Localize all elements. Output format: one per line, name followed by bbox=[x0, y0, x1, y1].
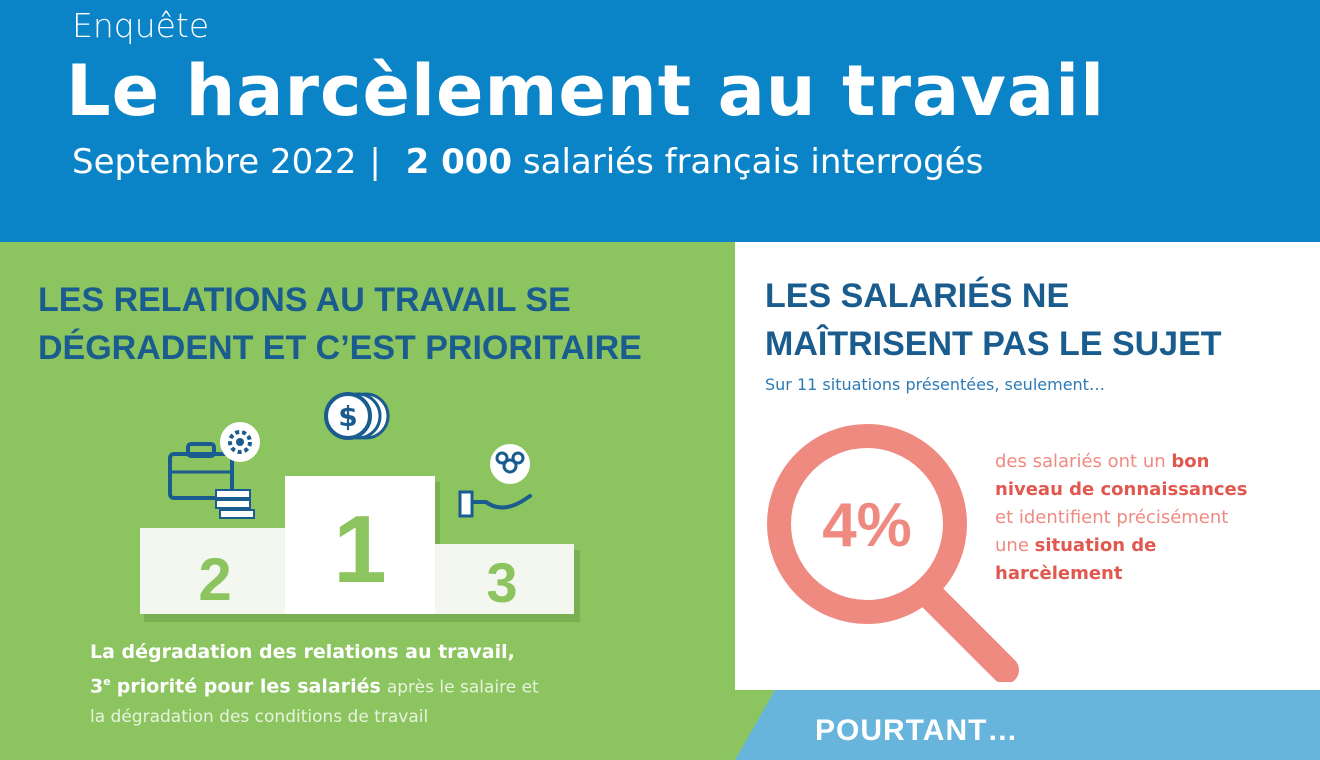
survey-date: Septembre 2022 bbox=[72, 142, 357, 182]
podium-number-2: 2 bbox=[198, 546, 231, 613]
relations-caption: La dégradation des relations au travail,… bbox=[90, 637, 690, 732]
podium-number-3: 3 bbox=[486, 551, 517, 614]
podium-block-1 bbox=[285, 476, 435, 614]
stat-description: des salariés ont un bon niveau de connai… bbox=[995, 448, 1305, 588]
stat-bold-1: bon bbox=[1171, 451, 1210, 472]
page-title: Le harcèlement au travail bbox=[66, 50, 1106, 132]
relations-heading: LES RELATIONS AU TRAVAIL SE DÉGRADENT ET… bbox=[38, 276, 718, 372]
svg-text:$: $ bbox=[338, 400, 357, 433]
caption-after: après le salaire et bbox=[386, 677, 539, 698]
stat-bold-2: niveau de connaissances bbox=[995, 479, 1248, 500]
podium-block-3 bbox=[430, 544, 574, 614]
knowledge-heading-line2: MAÎTRISENT PAS LE SUJET bbox=[765, 325, 1222, 363]
relations-heading-line1: LES RELATIONS AU TRAVAIL SE bbox=[38, 281, 571, 319]
subtitle-separator: | bbox=[369, 142, 381, 182]
respondent-description: salariés français interrogés bbox=[522, 142, 984, 182]
survey-subtitle: Septembre 2022 | 2 000 salariés français… bbox=[72, 142, 983, 182]
podium-number-1: 1 bbox=[333, 496, 386, 603]
relations-heading-line2: DÉGRADENT ET C’EST PRIORITAIRE bbox=[38, 329, 642, 367]
caption-rank-suffix: e bbox=[103, 675, 111, 688]
priority-podium: 2 1 3 $ bbox=[140, 392, 580, 622]
caption-line2: 3e priorité pour les salariés après le s… bbox=[90, 667, 690, 702]
stat-text-2: et identifient précisément bbox=[995, 507, 1229, 528]
knowledge-heading: LES SALARIÉS NE MAÎTRISENT PAS LE SUJET bbox=[765, 272, 1305, 368]
hand-people-icon bbox=[458, 444, 532, 518]
stat-bold-4: harcèlement bbox=[995, 563, 1123, 584]
pourtant-band: POURTANT… bbox=[735, 690, 1320, 760]
magnifier-icon: 4% bbox=[767, 424, 1019, 682]
caption-rank: 3 bbox=[90, 675, 104, 698]
stat-percentage: 4% bbox=[822, 491, 912, 560]
caption-line3: la dégradation des conditions de travail bbox=[90, 707, 429, 728]
band-notch bbox=[735, 690, 775, 760]
relations-panel: LES RELATIONS AU TRAVAIL SE DÉGRADENT ET… bbox=[0, 242, 735, 760]
header-banner: Enquête Le harcèlement au travail Septem… bbox=[0, 0, 1320, 242]
knowledge-subheading: Sur 11 situations présentées, seulement… bbox=[765, 375, 1105, 394]
knowledge-heading-line1: LES SALARIÉS NE bbox=[765, 277, 1070, 315]
caption-priority: priorité pour les salariés bbox=[116, 675, 381, 698]
survey-kicker: Enquête bbox=[72, 6, 210, 45]
stat-text-1: des salariés ont un bbox=[995, 451, 1166, 472]
podium-block-2 bbox=[140, 528, 290, 614]
caption-line1: La dégradation des relations au travail, bbox=[90, 641, 515, 663]
respondent-count: 2 000 bbox=[405, 142, 513, 182]
stat-text-3: une bbox=[995, 535, 1029, 556]
stat-bold-3: situation de bbox=[1034, 535, 1157, 556]
briefcase-gear-icon bbox=[168, 422, 260, 519]
pourtant-label: POURTANT… bbox=[815, 714, 1019, 747]
coins-dollar-icon: $ bbox=[324, 392, 390, 440]
knowledge-panel: LES SALARIÉS NE MAÎTRISENT PAS LE SUJET … bbox=[735, 242, 1320, 690]
